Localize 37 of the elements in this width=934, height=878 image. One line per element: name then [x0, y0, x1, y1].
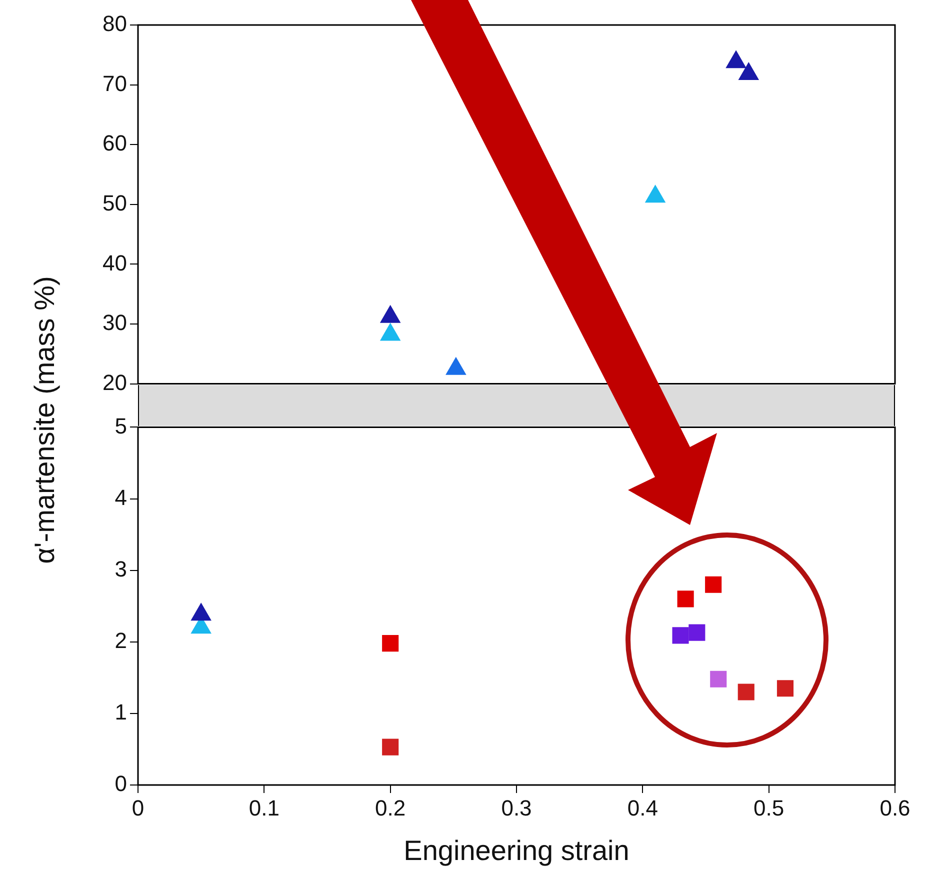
- y-tick-label: 60: [102, 130, 127, 156]
- point: [705, 576, 722, 593]
- y-tick-label: 20: [102, 370, 127, 395]
- y-tick-label: 4: [114, 484, 127, 510]
- y-tick-label: 70: [102, 70, 127, 96]
- point: [710, 670, 727, 688]
- point: [380, 323, 400, 341]
- y-tick-label: 0: [114, 771, 127, 796]
- x-tick-label: 0: [132, 795, 144, 820]
- x-axis-title: Engineering strain: [404, 834, 630, 866]
- point: [688, 624, 706, 641]
- x-tick-label: 0.3: [501, 795, 532, 820]
- point: [672, 627, 689, 644]
- y-axis-title: α'-martensite (mass %): [29, 276, 61, 564]
- point: [726, 50, 746, 68]
- point: [738, 684, 754, 700]
- x-tick-label: 0.4: [627, 795, 658, 820]
- y-tick-label: 40: [102, 250, 127, 276]
- y-tick-label: 2: [114, 628, 127, 653]
- point: [645, 185, 666, 203]
- point: [738, 62, 759, 80]
- y-tick-label: 80: [102, 11, 127, 36]
- x-tick-label: 0.2: [375, 795, 406, 820]
- x-tick-label: 0.6: [880, 795, 910, 820]
- point: [776, 680, 794, 697]
- x-tick-label: 0.5: [754, 795, 784, 820]
- point: [382, 738, 399, 756]
- y-tick-label: 50: [102, 190, 127, 216]
- x-tick-label: 0.1: [248, 795, 280, 820]
- point: [382, 635, 399, 652]
- y-tick-label: 30: [102, 310, 127, 336]
- y-tick-label: 3: [114, 556, 127, 582]
- point: [677, 590, 694, 608]
- point: [380, 305, 400, 323]
- y-tick-label: 5: [114, 413, 127, 438]
- point: [446, 357, 466, 375]
- y-tick-label: 1: [114, 700, 127, 725]
